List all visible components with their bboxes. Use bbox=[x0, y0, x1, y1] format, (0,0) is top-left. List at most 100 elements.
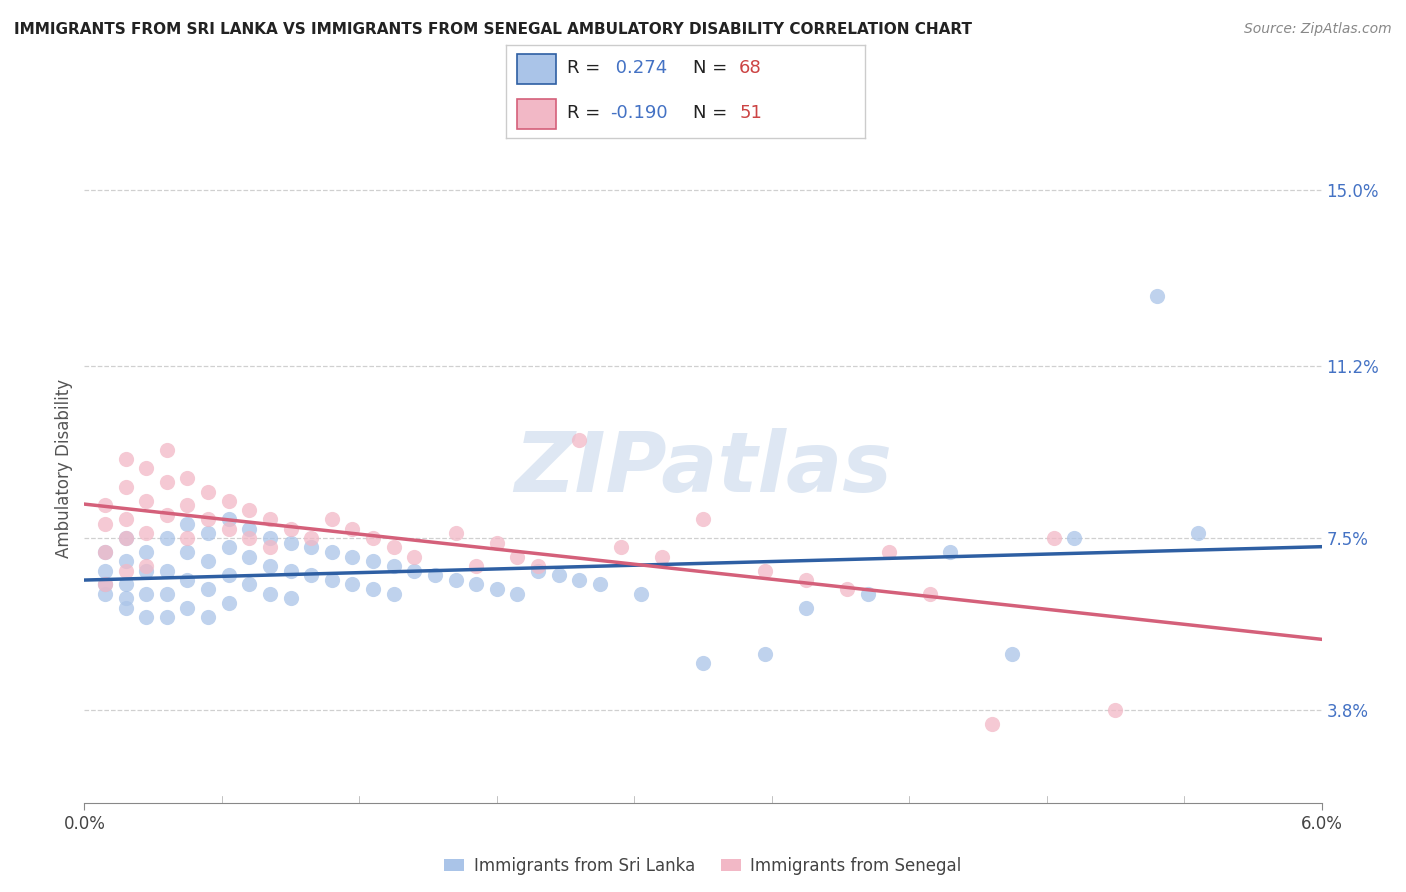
Text: 51: 51 bbox=[740, 104, 762, 122]
Text: IMMIGRANTS FROM SRI LANKA VS IMMIGRANTS FROM SENEGAL AMBULATORY DISABILITY CORRE: IMMIGRANTS FROM SRI LANKA VS IMMIGRANTS … bbox=[14, 22, 972, 37]
Point bbox=[259, 531, 281, 545]
Point bbox=[465, 558, 488, 573]
Point bbox=[423, 568, 446, 582]
Point bbox=[114, 564, 136, 578]
Point bbox=[568, 573, 591, 587]
Point bbox=[218, 568, 240, 582]
Point bbox=[197, 582, 219, 596]
Point bbox=[156, 442, 179, 457]
Point bbox=[94, 587, 117, 601]
Point bbox=[114, 531, 136, 545]
Point bbox=[94, 545, 117, 559]
Point bbox=[980, 716, 1002, 731]
Point bbox=[114, 512, 136, 526]
Point bbox=[94, 517, 117, 532]
Point bbox=[939, 545, 962, 559]
Point bbox=[197, 526, 219, 541]
Point bbox=[280, 522, 302, 536]
Point bbox=[114, 591, 136, 606]
Point bbox=[651, 549, 673, 564]
Point bbox=[176, 531, 198, 545]
Point bbox=[238, 522, 260, 536]
Point bbox=[321, 545, 343, 559]
Point bbox=[114, 452, 136, 467]
Point bbox=[404, 564, 426, 578]
Point bbox=[94, 545, 117, 559]
Point bbox=[506, 587, 529, 601]
Point bbox=[630, 587, 652, 601]
Point bbox=[444, 526, 467, 541]
Point bbox=[1187, 526, 1209, 541]
Y-axis label: Ambulatory Disability: Ambulatory Disability bbox=[55, 379, 73, 558]
Point bbox=[485, 535, 508, 549]
Point bbox=[218, 596, 240, 610]
Point bbox=[238, 549, 260, 564]
Point bbox=[877, 545, 900, 559]
Point bbox=[299, 568, 322, 582]
Point bbox=[1104, 703, 1126, 717]
Point bbox=[156, 564, 179, 578]
Point bbox=[176, 517, 198, 532]
Point bbox=[218, 512, 240, 526]
Text: R =: R = bbox=[567, 60, 600, 78]
Point bbox=[465, 577, 488, 591]
Point bbox=[135, 558, 157, 573]
Text: -0.190: -0.190 bbox=[610, 104, 668, 122]
Point bbox=[218, 522, 240, 536]
Point bbox=[176, 545, 198, 559]
Point bbox=[259, 512, 281, 526]
Point bbox=[197, 484, 219, 499]
Point bbox=[299, 531, 322, 545]
Point bbox=[692, 657, 714, 671]
Point bbox=[299, 541, 322, 555]
Point bbox=[135, 545, 157, 559]
Point bbox=[94, 577, 117, 591]
Point bbox=[94, 564, 117, 578]
Point bbox=[176, 600, 198, 615]
Point bbox=[547, 568, 569, 582]
Point bbox=[156, 531, 179, 545]
Text: R =: R = bbox=[567, 104, 600, 122]
Text: 68: 68 bbox=[740, 60, 762, 78]
Point bbox=[135, 461, 157, 475]
Point bbox=[135, 564, 157, 578]
FancyBboxPatch shape bbox=[517, 54, 557, 84]
Text: N =: N = bbox=[693, 60, 727, 78]
Point bbox=[506, 549, 529, 564]
Point bbox=[135, 587, 157, 601]
Point bbox=[259, 558, 281, 573]
Point bbox=[114, 480, 136, 494]
Point bbox=[321, 573, 343, 587]
Point bbox=[1001, 647, 1024, 661]
Point bbox=[527, 564, 550, 578]
Point bbox=[342, 522, 364, 536]
Point bbox=[280, 535, 302, 549]
Point bbox=[342, 577, 364, 591]
Point bbox=[259, 541, 281, 555]
Point bbox=[94, 499, 117, 513]
Text: Source: ZipAtlas.com: Source: ZipAtlas.com bbox=[1244, 22, 1392, 37]
Point bbox=[238, 503, 260, 517]
Point bbox=[794, 600, 817, 615]
Point bbox=[342, 549, 364, 564]
Point bbox=[114, 531, 136, 545]
Point bbox=[837, 582, 859, 596]
FancyBboxPatch shape bbox=[517, 99, 557, 129]
Point bbox=[918, 587, 941, 601]
Point bbox=[754, 647, 776, 661]
Point bbox=[382, 558, 405, 573]
Point bbox=[176, 573, 198, 587]
Point bbox=[280, 591, 302, 606]
Point bbox=[794, 573, 817, 587]
Point bbox=[361, 531, 384, 545]
Point bbox=[156, 508, 179, 522]
Point bbox=[321, 512, 343, 526]
Point bbox=[444, 573, 467, 587]
Point bbox=[238, 577, 260, 591]
Point bbox=[156, 610, 179, 624]
Point bbox=[176, 470, 198, 484]
Point bbox=[361, 582, 384, 596]
Point bbox=[94, 577, 117, 591]
Legend: Immigrants from Sri Lanka, Immigrants from Senegal: Immigrants from Sri Lanka, Immigrants fr… bbox=[437, 850, 969, 881]
Point bbox=[589, 577, 612, 591]
